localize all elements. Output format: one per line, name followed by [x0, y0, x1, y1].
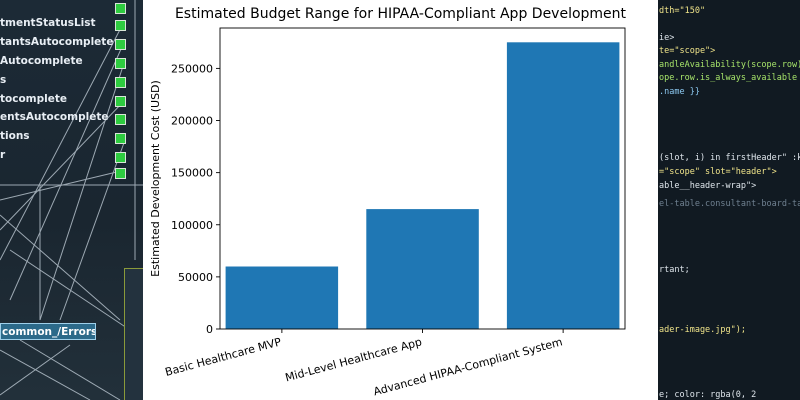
bar — [366, 209, 479, 329]
graph-port-icon — [115, 39, 126, 50]
graph-node-label: tantsAutocomplete — [0, 36, 114, 48]
graph-side-panel — [124, 268, 143, 400]
code-line: ie> — [659, 33, 675, 43]
code-line: ope.row.is_always_available ? 'always_f — [659, 73, 800, 83]
code-line: .name }} — [659, 87, 700, 97]
graph-node-label: tocomplete — [0, 93, 67, 105]
graph-port-icon — [115, 58, 126, 69]
code-line: ="scope" slot="header"> — [659, 167, 777, 177]
code-line: te="scope"> — [659, 46, 716, 56]
code-line: ader-image.jpg"); — [659, 325, 746, 335]
code-line: e; color: rgba(0, 2 — [659, 390, 757, 400]
graph-port-icon — [115, 168, 126, 179]
graph-node-label: tmentStatusList — [0, 17, 96, 29]
chart-panel: Estimated Budget Range for HIPAA-Complia… — [143, 0, 658, 400]
code-line: able__header-wrap"> — [659, 181, 757, 191]
graph-node-label: s — [0, 74, 7, 86]
y-tick-label: 100000 — [171, 219, 213, 232]
background-graph-image: tmentStatusList tantsAutocomplete Autoco… — [0, 0, 143, 400]
graph-node-label: tions — [0, 130, 30, 142]
graph-port-icon — [115, 96, 126, 107]
y-tick-label: 200000 — [171, 115, 213, 128]
code-line: rtant; — [659, 265, 690, 275]
bar — [506, 42, 620, 330]
code-line: el-table.consultant-board-table — [659, 199, 800, 209]
graph-file-node: common_/Errors.js — [0, 323, 96, 340]
y-tick-label: 50000 — [178, 271, 213, 284]
graph-port-icon — [115, 20, 126, 31]
graph-port-icon — [115, 3, 126, 14]
chart-title: Estimated Budget Range for HIPAA-Complia… — [174, 6, 627, 22]
graph-port-icon — [115, 152, 126, 163]
graph-node-label: entsAutocomplete — [0, 111, 109, 123]
y-tick-label: 250000 — [171, 62, 213, 75]
y-tick-label: 0 — [206, 323, 213, 336]
x-tick-label: Basic Healthcare MVP — [164, 335, 283, 379]
graph-node-label: Autocomplete — [0, 55, 83, 67]
graph-node-label: r — [0, 149, 6, 161]
graph-port-icon — [115, 133, 126, 144]
code-line: (slot, i) in firstHeader" :key="slot.la — [659, 153, 800, 163]
y-tick-label: 150000 — [171, 167, 213, 180]
graph-port-icon — [115, 77, 126, 88]
graph-edges — [0, 0, 143, 400]
bar-chart: 0 50000 100000 150000 200000 250000 Basic Heal… — [149, 27, 626, 398]
graph-port-icon — [115, 114, 126, 125]
y-axis-label: Estimated Development Cost (USD) — [149, 80, 162, 277]
code-line: dth="150" — [659, 6, 706, 16]
code-line: andleAvailability(scope.row)" — [659, 60, 800, 70]
background-code-image: dth="150" ie> te="scope"> andleAvailability… — [658, 0, 800, 400]
bar — [225, 266, 339, 329]
